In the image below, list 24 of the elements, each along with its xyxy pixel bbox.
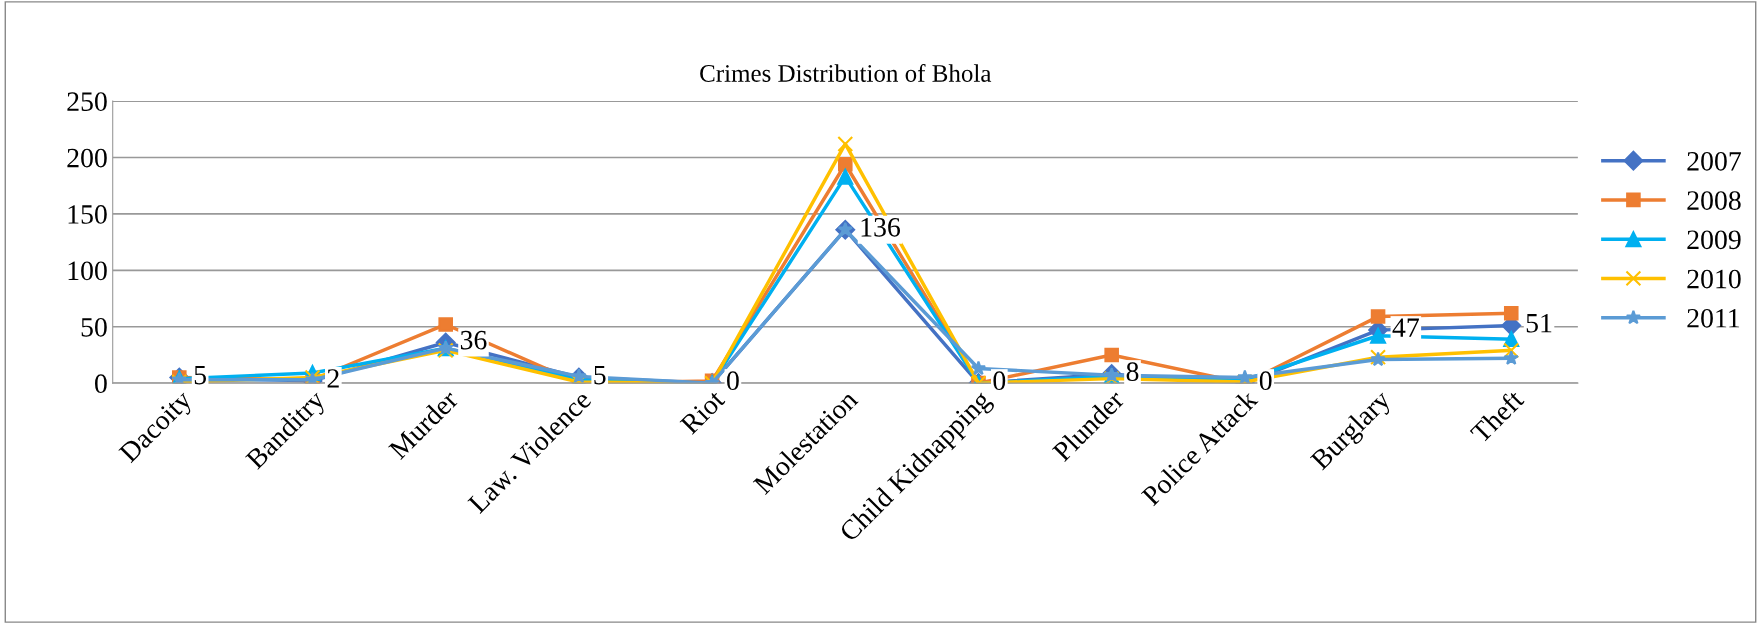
- x-tick-label: Riot: [679, 388, 726, 436]
- chart-title: Crimes Distribution of Bhola: [700, 64, 992, 82]
- data-label: 8: [1126, 362, 1139, 382]
- legend-label: 2010: [1687, 269, 1741, 289]
- data-label: 5: [594, 365, 606, 385]
- data-label: 5: [194, 365, 206, 385]
- data-label: 2: [327, 369, 339, 388]
- data-label: 136: [861, 217, 901, 237]
- data-label: 51: [1526, 313, 1552, 333]
- y-tick-label: 0: [95, 374, 107, 394]
- legend-label: 2011: [1687, 308, 1740, 328]
- data-label: 0: [727, 371, 739, 391]
- y-tick-label: 150: [68, 205, 107, 224]
- data-label: 0: [993, 371, 1006, 391]
- y-tick-label: 50: [81, 317, 107, 337]
- y-tick-label: 100: [68, 261, 107, 281]
- y-tick-label: 200: [67, 148, 107, 168]
- data-label: 47: [1392, 318, 1419, 337]
- legend-label: 2009: [1687, 230, 1741, 250]
- legend-label: 2007: [1687, 151, 1741, 171]
- data-label: 36: [460, 330, 487, 350]
- data-label: 0: [1259, 371, 1272, 391]
- legend-label: 2008: [1687, 191, 1741, 210]
- y-tick-label: 250: [67, 92, 107, 111]
